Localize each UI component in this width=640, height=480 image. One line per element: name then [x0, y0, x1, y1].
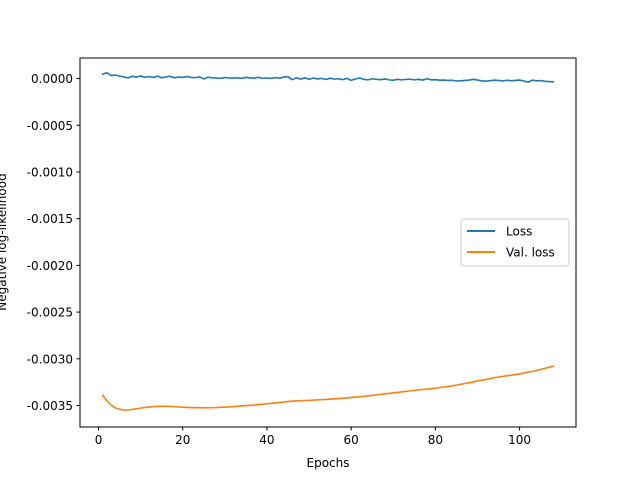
x-axis: 0 20 40 60 80 100: [95, 427, 531, 447]
x-tick-label: 0: [95, 433, 103, 447]
axes-frame: [79, 57, 577, 428]
y-tick-label: -0.0010: [27, 165, 73, 179]
y-tick-label: -0.0005: [27, 119, 73, 133]
x-tick-label: 60: [344, 433, 359, 447]
series-line-loss: [101, 71, 555, 84]
x-tick-label: 40: [259, 433, 274, 447]
legend-label-val-loss: Val. loss: [506, 246, 555, 260]
x-tick-label: 100: [508, 433, 531, 447]
y-tick-label: -0.0035: [27, 399, 73, 413]
x-axis-label: Epochs: [307, 456, 350, 470]
y-tick-label: -0.0020: [27, 259, 73, 273]
y-tick-label: -0.0015: [27, 212, 73, 226]
series-line-val-loss: [101, 365, 555, 411]
y-tick-label: -0.0025: [27, 306, 73, 320]
legend-label-loss: Loss: [506, 225, 532, 239]
y-axis-label: Negative log-likelihood: [0, 173, 9, 310]
y-tick-label: 0.0000: [31, 72, 73, 86]
y-tick-label: -0.0030: [27, 352, 73, 366]
y-axis: 0.0000 -0.0005 -0.0010 -0.0015 -0.0020 -0.002…: [27, 72, 80, 413]
x-tick-label: 80: [428, 433, 443, 447]
plot-series: [101, 71, 555, 411]
legend: Loss Val. loss: [460, 218, 570, 267]
x-tick-label: 20: [175, 433, 190, 447]
